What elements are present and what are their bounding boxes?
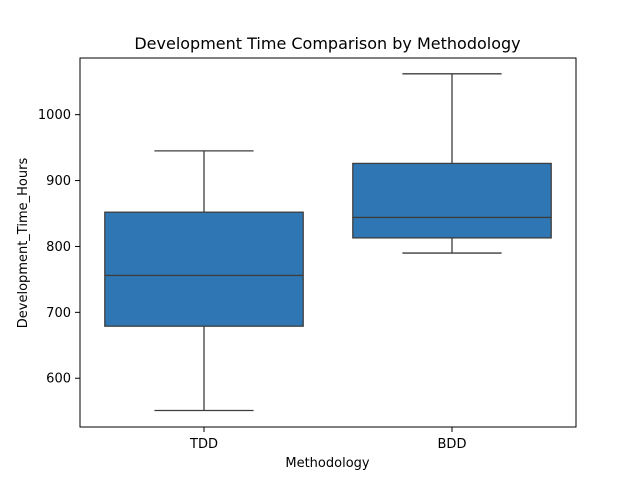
y-tick-label-800: 800 (46, 240, 71, 255)
y-axis-label: Development_Time_Hours (16, 158, 31, 329)
x-tick-label-bdd: BDD (438, 437, 467, 452)
chart-title: Development Time Comparison by Methodolo… (134, 34, 520, 53)
box-tdd (104, 211, 304, 327)
y-tick-label-700: 700 (46, 306, 71, 321)
y-tick-label-600: 600 (46, 372, 71, 387)
x-tick-label-tdd: TDD (189, 437, 218, 452)
plot-area: 600 700 800 900 1000 TDD BDD (38, 57, 577, 452)
y-tick-label-900: 900 (46, 174, 71, 189)
plot-frame (79, 57, 577, 428)
y-tick-label-1000: 1000 (38, 108, 71, 123)
x-axis-label: Methodology (285, 456, 370, 471)
box-bdd (352, 162, 552, 239)
